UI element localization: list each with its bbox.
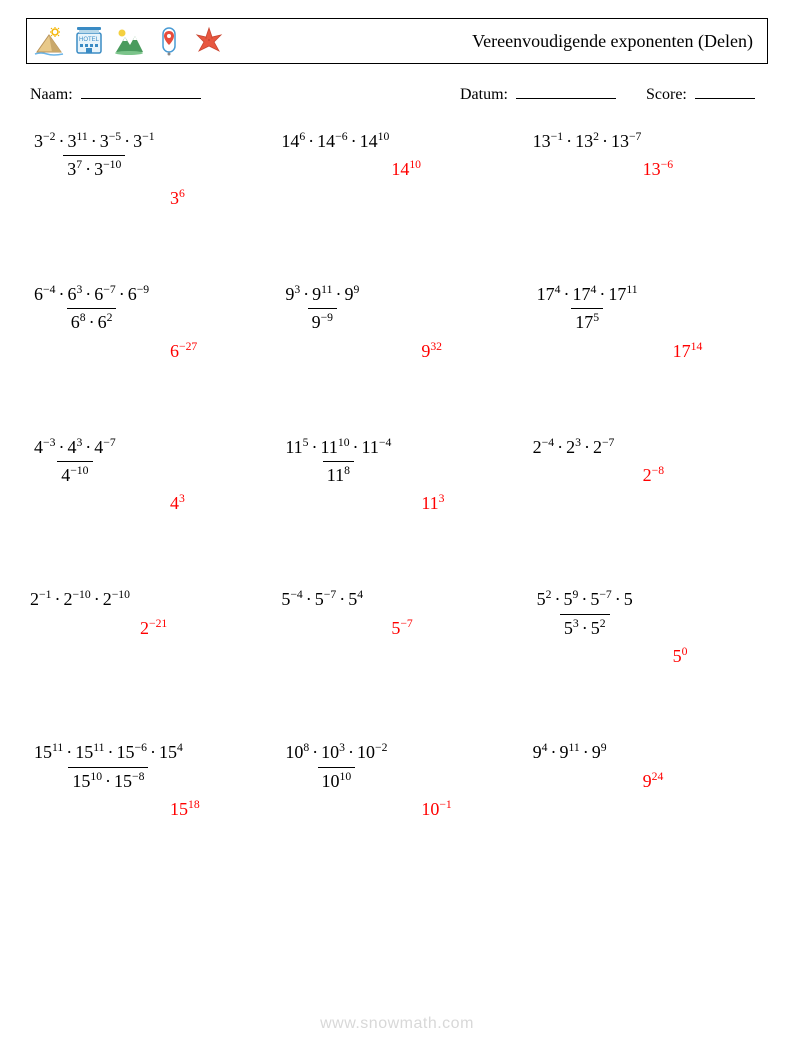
problem-cell: 4−3·43·4−74−10 43 <box>30 436 261 515</box>
worksheet-title: Vereenvoudigende exponenten (Delen) <box>472 31 753 52</box>
footer-watermark: www.snowmath.com <box>0 1015 794 1033</box>
problem-cell: 52·59·5−7·553·52 50 <box>533 588 764 667</box>
header-icons: HOTEL <box>33 25 225 57</box>
problem-answer: 932 <box>421 341 442 362</box>
problem-answer: 2−8 <box>643 465 664 486</box>
problem-answer: 1714 <box>673 341 703 362</box>
problem-cell: 115·1110·11−4118 113 <box>281 436 512 515</box>
problem-cell: 94·911·99 924 <box>533 741 764 820</box>
problem-expression: 93·911·999−9 <box>281 283 363 335</box>
problem-expression: 2−1·2−10·2−10 <box>30 588 130 611</box>
pin-icon <box>153 25 185 57</box>
problem-answer: 2−21 <box>140 618 167 639</box>
problem-cell: 1511·1511·15−6·1541510·15−8 1518 <box>30 741 261 820</box>
starfish-icon <box>193 25 225 57</box>
problem-answer: 113 <box>421 493 444 514</box>
name-label: Naam: <box>30 86 73 103</box>
date-field: Datum: <box>460 86 616 104</box>
problem-expression: 115·1110·11−4118 <box>281 436 395 488</box>
problem-answer: 5−7 <box>391 618 412 639</box>
problem-cell: 3−2·311·3−5·3−137·3−10 36 <box>30 130 261 209</box>
problem-cell: 6−4·63·6−7·6−968·62 6−27 <box>30 283 261 362</box>
worksheet-page: HOTEL <box>0 0 794 1053</box>
problem-cell: 146·14−6·14101410 <box>281 130 512 209</box>
problem-expression: 6−4·63·6−7·6−968·62 <box>30 283 153 335</box>
problem-expression: 1511·1511·15−6·1541510·15−8 <box>30 741 187 793</box>
problem-answer: 43 <box>170 493 185 514</box>
problem-cell: 174·174·1711175 1714 <box>533 283 764 362</box>
problem-cell: 2−1·2−10·2−10 2−21 <box>30 588 261 667</box>
problem-expression: 5−4·5−7·54 <box>281 588 363 611</box>
problem-answer: 10−1 <box>421 799 451 820</box>
pyramid-icon <box>33 25 65 57</box>
problem-answer: 924 <box>643 771 664 792</box>
problem-answer: 1518 <box>170 799 200 820</box>
problem-expression: 2−4·23·2−7 <box>533 436 615 459</box>
mountain-icon <box>113 25 145 57</box>
problem-expression: 3−2·311·3−5·3−137·3−10 <box>30 130 159 182</box>
date-blank[interactable] <box>516 98 616 99</box>
problem-answer: 36 <box>170 188 185 209</box>
header-bar: HOTEL <box>26 18 768 64</box>
hotel-icon: HOTEL <box>73 25 105 57</box>
name-blank[interactable] <box>81 98 201 99</box>
problem-answer: 13−6 <box>643 159 673 180</box>
problem-cell: 5−4·5−7·54 5−7 <box>281 588 512 667</box>
date-label: Datum: <box>460 86 508 103</box>
problem-expression: 108·103·10−21010 <box>281 741 391 793</box>
problem-cell: 13−1·132·13−713−6 <box>533 130 764 209</box>
problem-answer: 6−27 <box>170 341 197 362</box>
meta-row: Naam: Datum: Score: <box>30 86 768 104</box>
problems-grid: 3−2·311·3−5·3−137·3−10 36 146·14−6·1410141… <box>26 130 768 820</box>
problem-expression: 52·59·5−7·553·52 <box>533 588 637 640</box>
score-label: Score: <box>646 86 687 103</box>
problem-expression: 4−3·43·4−74−10 <box>30 436 120 488</box>
problem-expression: 13−1·132·13−7 <box>533 130 642 153</box>
problem-expression: 146·14−6·1410 <box>281 130 389 153</box>
problem-cell: 108·103·10−21010 10−1 <box>281 741 512 820</box>
name-field: Naam: <box>30 86 460 104</box>
problem-answer: 1410 <box>391 159 421 180</box>
svg-text:HOTEL: HOTEL <box>79 37 100 43</box>
problem-answer: 50 <box>673 646 688 667</box>
score-blank[interactable] <box>695 98 755 99</box>
problem-expression: 174·174·1711175 <box>533 283 642 335</box>
problem-cell: 93·911·999−9 932 <box>281 283 512 362</box>
problem-expression: 94·911·99 <box>533 741 607 764</box>
score-field: Score: <box>646 86 755 104</box>
problem-cell: 2−4·23·2−7 2−8 <box>533 436 764 515</box>
